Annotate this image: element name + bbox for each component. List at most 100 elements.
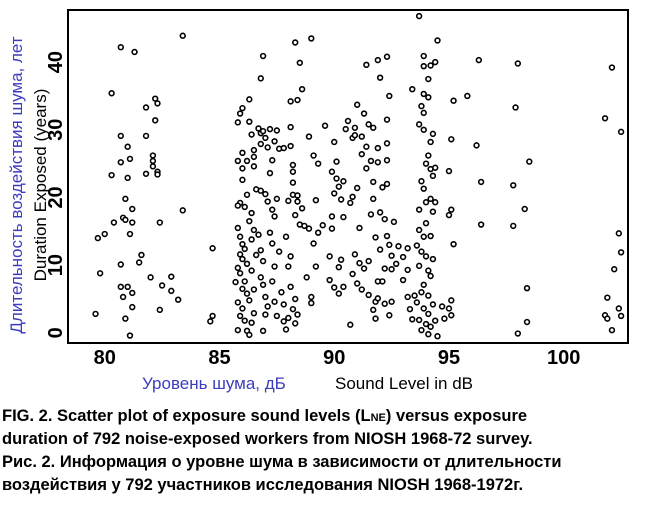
data-point [353, 280, 361, 287]
data-point [445, 211, 453, 219]
data-point [312, 263, 320, 270]
data-point [259, 127, 267, 135]
data-point [450, 240, 457, 248]
data-point [243, 157, 251, 165]
data-point [124, 174, 131, 182]
data-point [129, 219, 136, 226]
data-point [420, 62, 427, 70]
data-point [404, 293, 411, 301]
data-point [358, 150, 365, 158]
data-point [241, 203, 248, 211]
data-point [280, 144, 287, 152]
data-point [122, 195, 129, 203]
data-point [271, 298, 278, 305]
y-tick-label: 20 [45, 186, 67, 208]
caption-text: ) versus exposure [385, 407, 528, 425]
data-point [262, 293, 269, 301]
data-point [425, 292, 432, 299]
data-point [305, 225, 313, 232]
data-point [241, 278, 248, 285]
data-point [285, 263, 292, 270]
data-point [108, 171, 115, 179]
data-point [289, 168, 297, 175]
data-point [374, 159, 382, 166]
data-point [363, 143, 370, 150]
data-point [209, 245, 216, 252]
x-tick-label: 80 [94, 347, 116, 369]
data-point [280, 318, 287, 325]
data-point [425, 310, 432, 318]
data-point [129, 303, 136, 311]
data-point [356, 259, 363, 267]
data-point [475, 56, 483, 64]
data-point [523, 318, 531, 326]
data-point [250, 286, 258, 293]
data-point [126, 332, 134, 339]
data-point [278, 289, 285, 296]
data-point [388, 266, 395, 273]
data-point [94, 234, 102, 242]
data-point [420, 126, 427, 133]
data-point [340, 178, 347, 185]
data-point [374, 144, 382, 152]
x-axis-ticks: 80 85 90 95 100 [94, 347, 581, 369]
data-point [259, 257, 267, 265]
data-point [367, 211, 375, 218]
data-point [409, 316, 416, 323]
data-point [342, 125, 349, 133]
data-point [234, 224, 242, 232]
data-point [154, 171, 161, 178]
data-point [328, 168, 336, 175]
data-point [477, 178, 485, 186]
data-point [441, 315, 448, 322]
data-point [129, 205, 136, 213]
data-point [434, 37, 441, 44]
data-point [418, 102, 425, 110]
data-point [337, 256, 345, 263]
data-point [420, 281, 427, 288]
data-point [367, 157, 375, 165]
data-point [415, 316, 423, 324]
data-point [427, 195, 434, 203]
data-point [131, 48, 138, 56]
data-point [234, 157, 242, 165]
data-point [257, 274, 264, 281]
data-point [294, 192, 301, 199]
data-point [289, 179, 297, 186]
data-point [308, 293, 315, 301]
x-tick-label: 90 [323, 347, 345, 369]
data-point [243, 290, 251, 297]
data-point [448, 297, 455, 304]
data-point [266, 229, 274, 236]
data-point [124, 143, 131, 150]
data-point [331, 190, 338, 197]
data-point [376, 246, 384, 253]
data-point [415, 206, 423, 213]
data-point [142, 132, 150, 140]
data-point [287, 98, 294, 105]
data-point [262, 311, 269, 318]
caption-en-line2: duration of 792 noise-exposed workers fr… [2, 430, 533, 448]
caption-text: FIG. 2. Scatter plot of exposure sound l… [2, 407, 371, 425]
data-point [521, 205, 528, 213]
data-point [420, 52, 427, 60]
data-point [370, 124, 377, 131]
data-point [328, 213, 336, 220]
data-point [392, 260, 400, 268]
data-point [390, 218, 398, 226]
data-point [438, 303, 446, 310]
data-point [335, 263, 343, 271]
data-point [312, 196, 320, 204]
x-tick-label: 85 [208, 347, 230, 369]
data-point [246, 118, 253, 125]
data-point [425, 75, 432, 83]
data-point [122, 315, 129, 322]
data-point [331, 284, 338, 291]
data-point [383, 140, 391, 147]
data-point [250, 163, 258, 170]
data-point [246, 96, 253, 103]
data-point [349, 270, 356, 278]
data-point [328, 225, 336, 232]
data-point [264, 198, 271, 205]
data-point [415, 226, 423, 234]
